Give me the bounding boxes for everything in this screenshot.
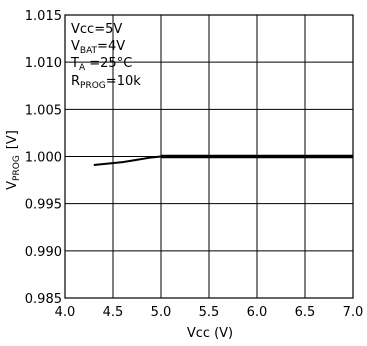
x-tick-label: 4.0 <box>55 305 76 320</box>
conditions-annotation: Vcc=5V VBAT=4V TA =25°C RPROG=10k <box>70 22 141 91</box>
x-tick-label: 5.0 <box>151 305 172 320</box>
y-tick-label: 0.995 <box>25 198 62 213</box>
series-group <box>93 154 353 166</box>
annotation-vbat: VBAT=4V <box>71 39 125 56</box>
y-axis-label: VPROG[V] <box>5 130 22 190</box>
y-tick-label: 0.990 <box>25 245 62 260</box>
grid <box>65 15 353 298</box>
x-tick-labels: 4.0 4.5 5.0 5.5 6.0 6.5 7.0 <box>55 305 364 320</box>
series-line-rising <box>93 155 162 166</box>
x-tick-label: 6.5 <box>295 305 316 320</box>
x-tick-label: 7.0 <box>343 305 364 320</box>
annotation-vcc: Vcc=5V <box>71 22 122 37</box>
x-tick-label: 6.0 <box>247 305 268 320</box>
y-tick-label: 0.985 <box>25 292 62 307</box>
y-tick-label: 1.005 <box>25 103 62 118</box>
y-tick-label: 1.015 <box>25 9 62 24</box>
annotation-rprog: RPROG=10k <box>71 74 141 91</box>
y-tick-label: 1.000 <box>25 151 62 166</box>
y-tick-label: 1.010 <box>25 56 62 71</box>
x-tick-label: 4.5 <box>103 305 124 320</box>
x-axis-label: Vcc (V) <box>187 326 233 341</box>
annotation-ta: TA =25°C <box>70 56 132 73</box>
y-tick-labels: 0.985 0.990 0.995 1.000 1.005 1.010 1.015 <box>25 9 62 307</box>
x-tick-label: 5.5 <box>199 305 220 320</box>
